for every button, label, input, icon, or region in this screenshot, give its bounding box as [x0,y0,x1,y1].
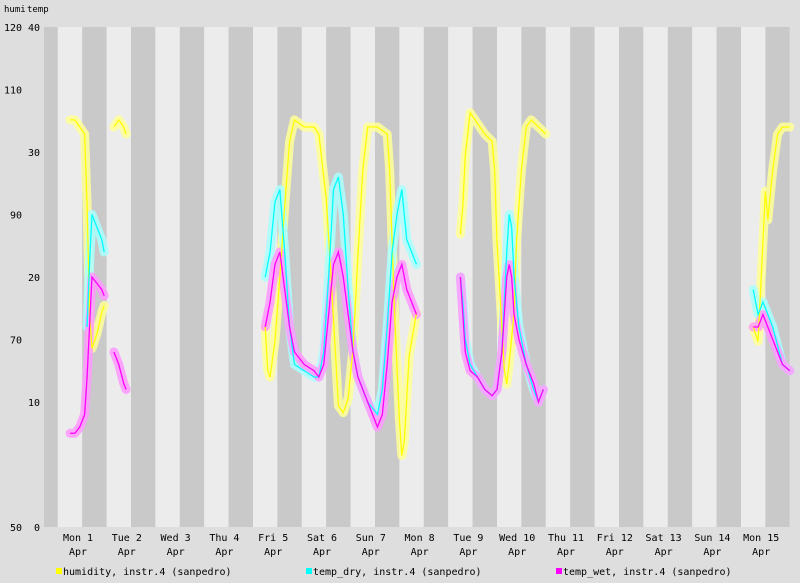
x-tick-month-14: Apr [752,547,770,558]
x-tick-day-9: Wed 10 [499,533,535,544]
x-tick-month-3: Apr [215,547,233,558]
band-day-7 [204,27,229,527]
band-day-11 [301,27,327,527]
legend-swatch-1 [306,568,312,574]
x-axis-day-labels: Mon 1 Apr Tue 2 Apr Wed 3 Apr Thu 4 Apr Fri 5 Apr… [63,533,779,558]
x-tick-day-8: Tue 9 [453,533,483,544]
series-2-line-0 [70,275,105,434]
series-2-line-1 [113,351,127,390]
x-tick-day-4: Fri 5 [258,533,288,544]
band-night-26 [667,27,693,527]
x-tick-month-6: Apr [362,547,380,558]
x-tick-month-12: Apr [655,547,673,558]
x-tick-month-13: Apr [703,547,721,558]
x-tick-month-5: Apr [313,547,331,558]
x-tick-day-5: Sat 6 [307,533,337,544]
series-1-line-0 [86,214,105,328]
legend: humidity, instr.4 (sanpedro) temp_dry, in… [56,567,732,578]
y-tick-temp-7: 0 [34,523,40,534]
legend-swatch-2 [556,568,562,574]
y-tick-humi-7: 50 [10,523,22,534]
x-tick-day-10: Thu 11 [548,533,584,544]
x-tick-day-1: Tue 2 [112,533,142,544]
series-0-line-3 [459,110,547,385]
band-day-27 [692,27,717,527]
band-day-5 [155,27,180,527]
x-tick-day-2: Wed 3 [161,533,191,544]
band-day-1 [57,27,83,527]
x-tick-day-13: Sun 14 [694,533,730,544]
y-tick-temp-4: 20 [28,273,40,284]
x-tick-month-11: Apr [606,547,624,558]
y-tick-humi-5: 70 [10,336,22,347]
series-0-line-2 [264,118,418,456]
series-2-line-3 [459,264,544,405]
legend-swatch-0 [56,568,62,574]
x-tick-month-4: Apr [264,547,282,558]
x-tick-day-14: Mon 15 [743,533,779,544]
series-2-line-2 [264,249,418,429]
series-0-line-1 [113,118,127,135]
series-2-line-4 [753,312,791,372]
x-tick-day-12: Sat 13 [646,533,682,544]
band-night-8 [228,27,253,527]
x-tick-month-2: Apr [167,547,185,558]
y-tick-humi-0: 120 [4,23,22,34]
band-night-30 [765,27,790,527]
series-1-line-1 [264,176,418,417]
x-tick-month-10: Apr [557,547,575,558]
legend-label-1: temp_dry, instr.4 (sanpedro) [313,567,482,578]
band-night-20 [521,27,546,527]
band-night-28 [716,27,741,527]
band-night-24 [619,27,644,527]
y-tick-humi-3: 90 [10,211,22,222]
y-tick-temp-0: 40 [28,23,40,34]
x-tick-month-1: Apr [118,547,136,558]
band-day-23 [594,27,619,527]
x-tick-day-11: Fri 12 [597,533,633,544]
legend-label-0: humidity, instr.4 (sanpedro) [63,567,232,578]
series-0-line-0 [70,119,105,349]
series-layer [65,108,795,461]
y-tick-temp-2: 30 [28,148,40,159]
x-tick-month-7: Apr [411,547,429,558]
y-axis-ticks: 120 40 110 30 90 20 70 10 50 0 [4,23,40,534]
axis-title-humi: humi [4,5,26,15]
legend-label-2: temp_wet, instr.4 (sanpedro) [563,567,732,578]
series-0-line-4 [752,126,790,342]
x-tick-month-9: Apr [508,547,526,558]
band-night-22 [570,27,595,527]
band-night-18 [472,27,497,527]
axis-title-temp: temp [27,5,49,15]
day-night-bands [44,27,790,527]
x-tick-day-7: Mon 8 [405,533,435,544]
y-tick-humi-1: 110 [4,86,22,97]
band-day-21 [545,27,571,527]
band-day-3 [106,27,131,527]
band-day-25 [643,27,668,527]
band-night-6 [179,27,205,527]
y-tick-temp-6: 10 [28,398,40,409]
x-tick-day-0: Mon 1 [63,533,93,544]
band-night-0 [44,27,58,527]
x-tick-month-8: Apr [459,547,477,558]
band-night-4 [131,27,156,527]
band-night-16 [423,27,449,527]
x-tick-day-3: Thu 4 [209,533,239,544]
x-tick-day-6: Sun 7 [356,533,386,544]
x-tick-month-0: Apr [69,547,87,558]
